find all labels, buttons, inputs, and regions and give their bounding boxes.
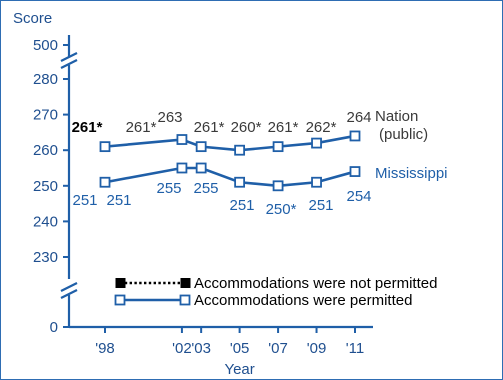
nation-data-point — [234, 144, 246, 156]
y-tick-label: 280 — [33, 71, 58, 88]
legend-not-permitted-label: Accommodations were not permitted — [194, 275, 437, 292]
axes-layer: 0 230 240 250 260 270 280 500 '98 '02'03 '05 '07 '09… — [13, 10, 373, 378]
y-tick-label: 500 — [33, 37, 58, 54]
mississippi-data-label: 251 — [229, 197, 254, 214]
mississippi-data-point — [176, 162, 188, 174]
mississippi-data-point — [99, 176, 111, 188]
y-tick-label: 240 — [33, 213, 58, 230]
lines-layer — [99, 130, 361, 192]
nation-series-name: Nation — [375, 108, 418, 125]
nation-data-point — [311, 137, 322, 149]
nation-data-label: 262* — [306, 119, 337, 136]
mississippi-data-label: 251 — [308, 197, 333, 214]
axis-break-mark-lower-a — [60, 282, 78, 292]
mississippi-data-label: 251 — [106, 192, 131, 209]
nation-data-point — [195, 141, 207, 153]
mississippi-data-point — [234, 176, 246, 188]
legend: Accommodations were not permittedAccommo… — [114, 275, 437, 309]
nation-data-label: 263 — [157, 109, 182, 126]
mississippi-data-label: 250* — [266, 201, 297, 218]
y-tick-label: 260 — [33, 142, 58, 159]
legend-not-permitted-marker — [180, 278, 191, 288]
mississippi-data-label: 255 — [156, 180, 181, 197]
legend-permitted-label: Accommodations were permitted — [194, 292, 412, 309]
nation-data-point — [176, 134, 188, 145]
mississippi-data-point — [272, 180, 284, 192]
mississippi-not-permitted-label: 251 — [72, 192, 97, 209]
mississippi-data-label: 254 — [346, 188, 371, 205]
legend-permitted-marker — [114, 294, 126, 306]
legend-permitted-marker — [179, 294, 191, 306]
x-tick-label: '02 — [172, 340, 192, 357]
mississippi-data-point — [349, 166, 361, 177]
x-tick-label: '03 — [191, 340, 211, 357]
y-tick-label: 250 — [33, 178, 58, 195]
nation-data-label: 261* — [194, 119, 225, 136]
x-tick-label: '05 — [230, 340, 250, 357]
nation-data-label: 260* — [231, 119, 262, 136]
x-tick-label: '09 — [307, 340, 327, 357]
axis-break-mark-upper-a — [60, 52, 78, 62]
nation-data-label: 264 — [346, 109, 371, 126]
nation-not-permitted-label: 261* — [72, 119, 103, 136]
y-axis-title: Score — [13, 10, 52, 27]
y-tick-label: 0 — [50, 319, 58, 336]
nation-data-point — [99, 141, 111, 153]
mississippi-data-point — [195, 162, 207, 174]
nation-series-name-qualifier: (public) — [379, 126, 428, 143]
nation-data-label: 261* — [268, 119, 299, 136]
x-axis-title: Year — [224, 361, 254, 378]
nation-data-label: 261* — [126, 119, 157, 136]
y-tick-label: 230 — [33, 249, 58, 266]
x-tick-label: '11 — [346, 340, 364, 357]
mississippi-data-point — [311, 176, 322, 188]
axis-break-mark-lower-b — [60, 289, 78, 299]
legend-not-permitted-marker — [115, 278, 126, 288]
y-tick-label: 270 — [33, 107, 58, 124]
mississippi-data-label: 255 — [193, 180, 218, 197]
mississippi-series-name: Mississippi — [375, 165, 448, 182]
x-tick-label: '07 — [268, 340, 288, 357]
nation-data-point — [349, 130, 361, 142]
nation-data-point — [272, 141, 284, 153]
axis-break-mark-upper-b — [60, 59, 78, 69]
x-tick-label: '98 — [95, 340, 115, 357]
